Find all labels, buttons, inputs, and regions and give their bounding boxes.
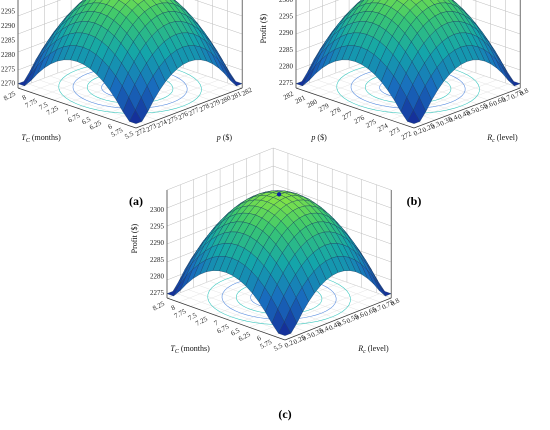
x-tick-label: 7.5 [187, 311, 199, 322]
z-tick-label: 2295 [279, 13, 294, 21]
x-tick-label: 5.5 [123, 129, 135, 140]
y-tick-label: 0.7 [501, 93, 513, 104]
panel-label: (a) [129, 194, 143, 208]
y-tick-label: 0.6 [483, 100, 495, 111]
z-tick-label: 2275 [279, 79, 294, 87]
y-tick-label: 0.3 [301, 331, 313, 342]
x-tick-label: 8.25 [2, 89, 17, 102]
x-axis-label: TC (months) [21, 133, 61, 144]
surface [17, 0, 243, 124]
x-tick-label: 6.5 [230, 326, 242, 337]
y-tick-label: 0.7 [372, 303, 384, 314]
x-axis-label: TC (months) [170, 344, 210, 355]
x-tick-label: 8 [21, 93, 28, 102]
z-tick-label: 2285 [1, 36, 16, 44]
y-axis-label: Rc (level) [486, 133, 518, 144]
z-axis-label: Profit ($) [130, 223, 139, 253]
z-axis-label: Profit ($) [259, 13, 268, 43]
x-tick-label: 7 [213, 319, 220, 328]
y-tick-label: 0.4 [319, 324, 331, 335]
z-tick-label: 2300 [279, 0, 294, 4]
x-tick-label: 8.25 [151, 299, 166, 312]
y-tick-label: 0.8 [389, 296, 401, 307]
y-tick-label: 0.5 [465, 106, 477, 117]
z-tick-label: 2290 [150, 239, 165, 247]
y-axis-label: Rc (level) [357, 344, 389, 355]
y-tick-label: 0.2 [412, 126, 424, 137]
z-tick-label: 2285 [150, 256, 165, 264]
x-tick-label: 6 [107, 122, 114, 131]
z-tick-label: 2270 [1, 80, 16, 88]
surface [166, 190, 392, 336]
x-tick-label: 6 [256, 334, 263, 343]
y-tick-label: 0.4 [448, 113, 460, 124]
z-tick-label: 2300 [150, 206, 165, 214]
y-tick-label: 0.8 [518, 86, 530, 97]
z-tick-label: 2280 [279, 62, 294, 70]
z-tick-label: 2290 [1, 22, 16, 30]
x-tick-label: 7.5 [38, 100, 50, 111]
panel-label: (c) [278, 407, 291, 421]
y-tick-label: 0.3 [430, 120, 442, 131]
optimum-point [276, 192, 282, 197]
z-tick-label: 2275 [150, 289, 165, 297]
z-tick-label: 2295 [1, 8, 16, 16]
z-tick-label: 2295 [150, 223, 165, 231]
x-tick-label: 7 [64, 108, 71, 117]
x-axis-label: p ($) [310, 133, 327, 142]
y-tick-label: 0.5 [336, 317, 348, 328]
z-tick-label: 2280 [1, 51, 16, 59]
panel-0: 2270227522802285229022952300Profit ($)8.… [1, 0, 254, 208]
z-tick-label: 2290 [279, 29, 294, 37]
x-tick-label: 5.5 [272, 341, 284, 352]
z-tick-label: 2280 [150, 272, 165, 280]
y-tick-label: 0.6 [354, 310, 366, 321]
z-tick-label: 2300 [1, 0, 16, 1]
panel-2: 2275 2280 2285 2290 2295 2300 Profit ($) 8.25 8 7… [130, 147, 401, 421]
surface [295, 0, 521, 124]
panel-label: (b) [407, 194, 422, 208]
x-tick-label: 6.5 [81, 115, 93, 126]
x-tick-label: 8 [170, 303, 177, 312]
y-axis-label: p ($) [216, 133, 233, 142]
y-tick-label: 0.2 [283, 338, 295, 349]
z-tick-label: 2285 [279, 46, 294, 54]
z-tick-label: 2275 [1, 65, 16, 73]
x-tick-label: 272 [400, 129, 413, 141]
